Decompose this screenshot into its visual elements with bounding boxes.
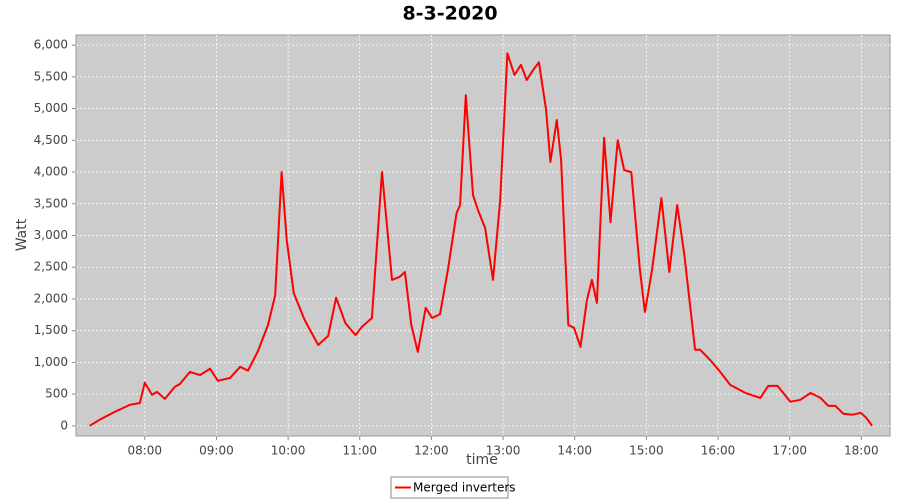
y-tick-label: 6,000 — [34, 38, 68, 52]
x-axis-label: time — [466, 452, 498, 468]
y-tick-label: 0 — [60, 418, 68, 432]
x-tick-label: 12:00 — [414, 444, 449, 458]
x-tick-label: 08:00 — [127, 444, 162, 458]
x-tick-label: 18:00 — [844, 444, 879, 458]
y-axis-label: Watt — [14, 218, 30, 251]
y-tick-label: 3,500 — [34, 196, 68, 210]
x-tick-label: 10:00 — [271, 444, 306, 458]
y-tick-label: 5,500 — [34, 69, 68, 83]
line-series — [89, 52, 873, 427]
y-tick-label: 2,500 — [34, 260, 68, 274]
legend-box — [390, 476, 509, 499]
x-tick-label: 15:00 — [629, 444, 664, 458]
legend-label: Merged inverters — [413, 481, 516, 495]
x-tick-label: 14:00 — [557, 444, 592, 458]
x-tick-label: 11:00 — [342, 444, 377, 458]
y-tick-label: 4,500 — [34, 133, 68, 147]
x-tick-label: 16:00 — [701, 444, 736, 458]
plot-area — [75, 34, 891, 437]
x-tick-label: 17:00 — [772, 444, 807, 458]
y-tick-label: 4,000 — [34, 165, 68, 179]
x-tick-label: 13:00 — [486, 444, 521, 458]
y-tick-label: 1,000 — [34, 355, 68, 369]
y-tick-label: 1,500 — [34, 323, 68, 337]
y-tick-label: 2,000 — [34, 291, 68, 305]
y-tick-label: 5,000 — [34, 101, 68, 115]
chart-title: 8-3-2020 — [402, 3, 497, 25]
x-tick-label: 09:00 — [199, 444, 234, 458]
y-tick-label: 3,000 — [34, 228, 68, 242]
y-tick-label: 500 — [45, 387, 68, 401]
